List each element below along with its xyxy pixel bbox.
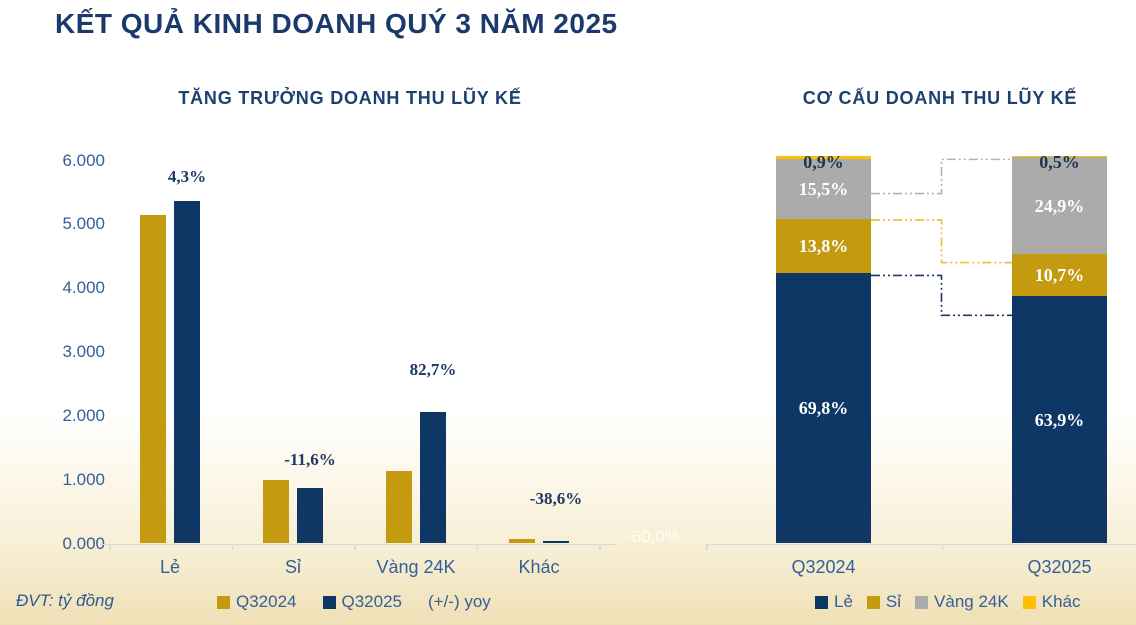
x-axis-tick (941, 544, 943, 550)
legend-label: Lẻ (834, 592, 853, 611)
bar-q32024-3 (386, 471, 412, 544)
bar-q32025-4 (543, 540, 569, 544)
segment-perca-label: 63,9% (1034, 409, 1085, 430)
growth-legend-item: Q32025 (322, 592, 403, 612)
yoy-data-label: -38,6% (529, 488, 583, 508)
mix-chart-legend: Lẻ Sỉ Vàng 24K Khác (815, 592, 1080, 612)
x-axis-tick (231, 544, 233, 550)
y-axis-tick-label: 0.000 (62, 533, 105, 553)
mix-chart-title: CƠ CẤU DOANH THU LŨY KẾ (802, 88, 1078, 108)
category-label: Khác (518, 556, 560, 577)
connector-line (871, 158, 1012, 195)
yoy-data-label: -11,6% (284, 450, 336, 470)
segment-perca-label: 10,7% (1034, 264, 1085, 285)
mix-legend-item: Sỉ (866, 592, 902, 612)
legend-label: Khác (1041, 592, 1081, 611)
category-label: Lẻ (159, 556, 181, 577)
segment-sỉ-q32024 (776, 219, 871, 273)
segment-khác-q32024 (776, 155, 871, 159)
bar-q32024-4 (509, 538, 535, 544)
growth-legend-item: (+/-) yoy (428, 592, 491, 612)
category-label: Q32024 (791, 556, 856, 577)
segment-perca-label: 69,8% (798, 398, 849, 419)
x-axis-tick (599, 544, 601, 550)
category-label: Sỉ (284, 556, 301, 577)
mix-legend-item: Lẻ (815, 592, 853, 612)
legend-swatch (322, 595, 336, 609)
bar-q32025-2 (297, 487, 323, 544)
bar-q32024-2 (263, 480, 289, 544)
bar-q32025-1 (174, 201, 200, 544)
category-label: Vàng 24K (376, 556, 456, 577)
segment-perca-label: 13,8% (798, 235, 849, 256)
mix-legend-item: Vàng 24K (915, 592, 1009, 612)
y-axis-tick-label: 1.000 (62, 469, 105, 489)
legend-swatch (217, 595, 230, 609)
legend-label: Q32025 (341, 592, 403, 611)
legend-swatch (1022, 595, 1036, 609)
segment-lẻ-q32024 (776, 272, 871, 544)
segment-lẻ-q32025 (1012, 295, 1107, 544)
connector-line (871, 219, 1012, 264)
growth-legend-item: Q32024 (217, 592, 297, 612)
segment-sỉ-q32025 (1012, 254, 1107, 296)
segment-perca-label: 15,5% (798, 179, 849, 200)
legend-swatch (866, 595, 880, 609)
yoy-data-label: 82,7% (409, 359, 457, 379)
secondary-axis-faint-label: -60,0% (626, 527, 680, 546)
page-title: KẾT QUẢ KINH DOANH QUÝ 3 NĂM 2025 (55, 8, 618, 39)
bar-q32024-1 (140, 215, 166, 544)
legend-swatch (815, 595, 828, 609)
y-axis-tick-label: 6.000 (62, 150, 105, 170)
x-axis-tick (706, 544, 708, 550)
y-axis-tick-label: 5.000 (62, 214, 105, 234)
x-axis-tick (109, 544, 111, 550)
category-label: Q32025 (1027, 556, 1092, 577)
segment-pct-label: 0,5% (1039, 151, 1080, 172)
x-axis-line (706, 543, 1136, 545)
x-axis-line (100, 543, 617, 545)
y-axis-tick-label: 3.000 (62, 342, 105, 361)
growth-chart-legend: Q32024 Q32025 (+/-) yoy (217, 592, 491, 612)
segment-pct-label: 0,9% (803, 151, 844, 172)
legend-label: Q32024 (236, 592, 297, 611)
connector-line (871, 274, 1012, 317)
legend-swatch (915, 595, 929, 609)
legend-label: Vàng 24K (934, 592, 1009, 611)
legend-label: (+/-) yoy (428, 592, 491, 611)
segment-vàng-24k-q32025 (1012, 157, 1107, 255)
segment-khác-q32025 (1012, 155, 1107, 158)
segment-perca-label: 24,9% (1034, 195, 1085, 216)
unit-note: ĐVT: tỷ đồng (16, 591, 114, 610)
x-axis-tick (354, 544, 356, 550)
x-axis-tick (476, 544, 478, 550)
yoy-data-label: 4,3% (167, 167, 207, 187)
y-axis-tick-label: 4.000 (62, 278, 105, 298)
growth-chart-title: TĂNG TRƯỞNG DOANH THU LŨY KẾ (178, 88, 522, 108)
segment-vàng-24k-q32024 (776, 158, 871, 220)
y-axis-tick-label: 2.000 (62, 405, 105, 425)
bar-q32025-3 (420, 411, 446, 544)
mix-legend-item: Khác (1022, 592, 1081, 612)
legend-label: Sỉ (885, 592, 902, 611)
